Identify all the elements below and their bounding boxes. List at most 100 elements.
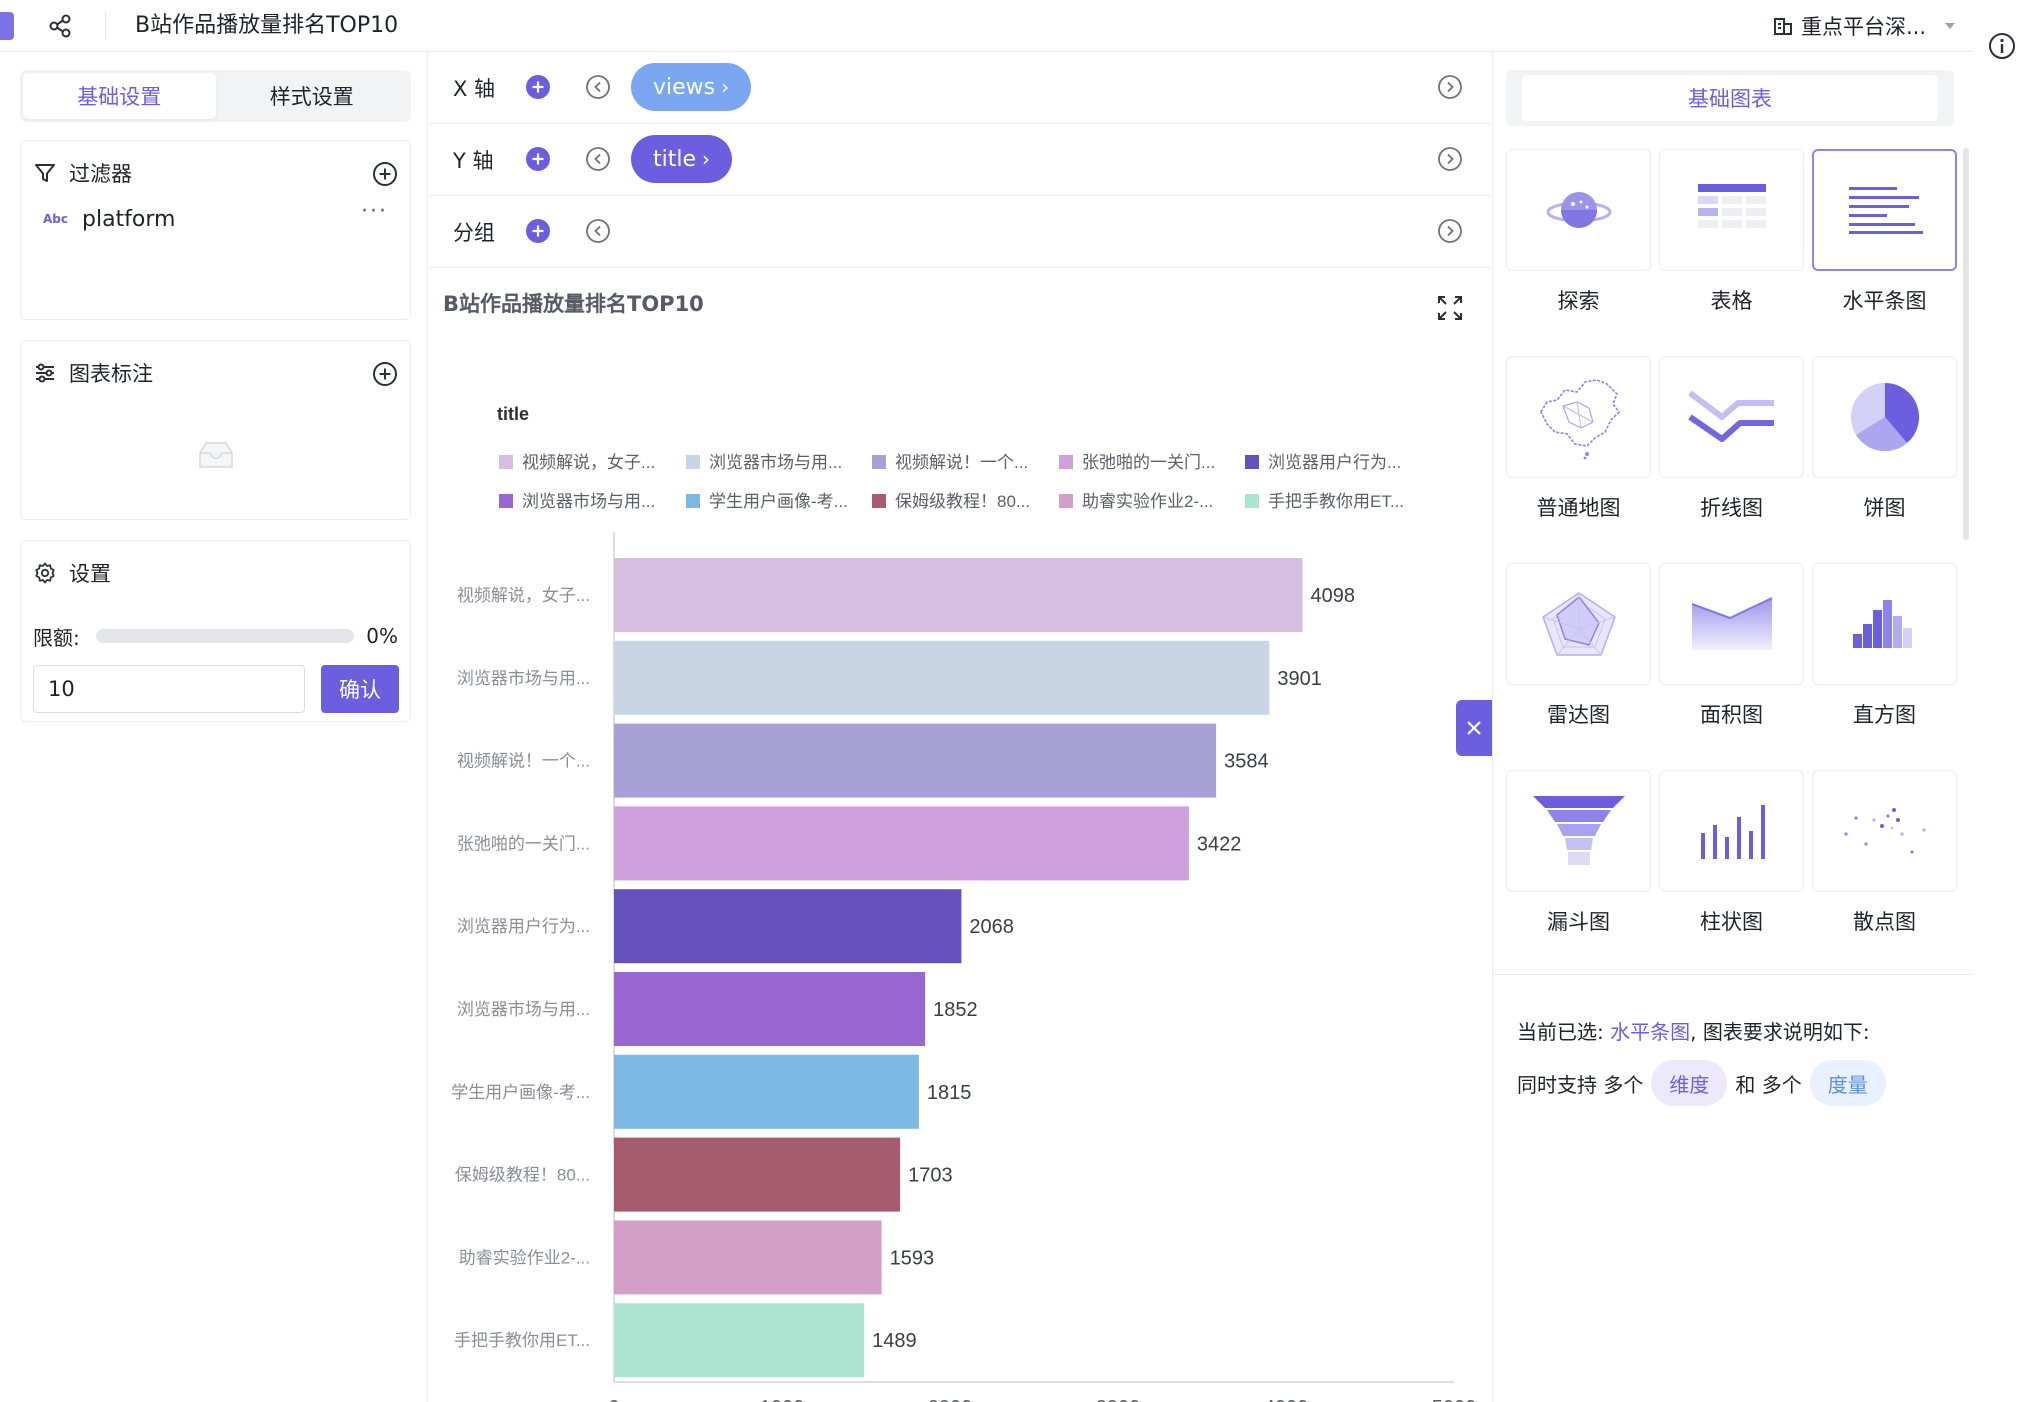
chart-type-label: 水平条图 [1842,289,1927,313]
chart-type-line[interactable]: 折线图 [1659,356,1804,556]
more-options-button[interactable]: ··· [361,199,388,224]
gear-icon [35,562,55,584]
chart-type-label: 探索 [1557,289,1600,313]
add-y-field-button[interactable] [525,146,551,172]
chart-type-map[interactable]: 普通地图 [1506,356,1651,556]
quantity-input[interactable] [34,677,316,701]
scroll-right-icon[interactable] [1437,74,1463,100]
legend-swatch [872,455,886,469]
dataset-select[interactable]: 重点平台深... [1773,11,1956,41]
add-filter-button[interactable] [372,161,398,187]
legend-title: title [497,404,529,424]
scroll-left-icon[interactable] [585,146,611,172]
chart-type-horizontal-bar[interactable]: 水平条图 [1812,149,1957,349]
top-bar: B站作品播放量排名TOP10 重点平台深... [0,0,1972,52]
horizontal-bar-chart: title 视频解说，女子... 浏览器市场与用... 视频解说！一个... 张弛啪的一… [451,404,1477,1402]
settings-tabs: 基础设置 样式设置 [20,70,411,122]
chart-type-column[interactable]: 柱状图 [1659,770,1804,970]
data-label: 4098 [1310,585,1355,607]
category-label: 学生用户画像-考... [451,1083,590,1102]
quantity-stepper[interactable] [33,665,316,713]
tab-basic-settings[interactable]: 基础设置 [23,73,216,119]
legend-item: 视频解说，女子... [522,453,655,472]
chart-type-funnel[interactable]: 漏斗图 [1506,770,1651,970]
scroll-right-icon[interactable] [1437,218,1463,244]
filter-item[interactable]: Abc platform ··· [43,199,388,235]
scrollbar[interactable] [1963,148,1969,540]
add-annotation-button[interactable] [372,361,398,387]
x-axis-label: X 轴 [453,77,496,101]
chart-type-pie[interactable]: 饼图 [1812,356,1957,556]
chart-support-text: 同时支持 多个 维度 和 多个 度量 [1517,1058,1894,1108]
y-axis-row: Y 轴 title › [429,124,1491,196]
chart-type-label: 柱状图 [1700,910,1763,934]
bar [614,558,1303,632]
chart-type-tabs: 基础图表 [1506,70,1954,126]
chart-type-tile [1812,356,1957,478]
divider [1493,974,1973,975]
chart-type-histogram[interactable]: 直方图 [1812,563,1957,763]
chart-title: B站作品播放量排名TOP10 [443,292,704,316]
x-axis-row: X 轴 views › [429,52,1491,124]
x-tick-label: 5000 [1432,1397,1477,1402]
chart-type-tile [1659,563,1804,685]
category-label: 视频解说！一个... [457,752,590,771]
legend-item: 保姆级教程！80... [895,492,1030,511]
data-label: 2068 [969,916,1014,938]
category-label: 浏览器市场与用... [457,669,590,688]
data-label: 1593 [890,1247,935,1269]
filter-field-name: platform [82,206,176,232]
annotation-card: 图表标注 [20,340,411,520]
legend-swatch [499,455,513,469]
support-prefix: 同时支持 多个 [1517,1072,1644,1097]
add-x-field-button[interactable] [525,74,551,100]
chart-type-scatter[interactable]: 散点图 [1812,770,1957,970]
add-group-field-button[interactable] [525,218,551,244]
data-label: 3901 [1277,668,1322,690]
chart-type-radar[interactable]: 雷达图 [1506,563,1651,763]
collapse-panel-button[interactable] [1456,700,1492,756]
x-field-pill[interactable]: views › [631,63,752,111]
annotation-title: 图表标注 [69,362,153,386]
chart-editor: X 轴 views › Y 轴 title [429,52,1491,1402]
annotation-header: 图表标注 [33,359,398,387]
horizontal-bar-icon [1848,187,1923,234]
filter-icon [35,164,55,182]
radar-chart-icon [1541,592,1616,656]
chart-type-tile [1659,770,1804,892]
chart-type-label: 饼图 [1863,496,1906,520]
chart-type-area[interactable]: 面积图 [1659,563,1804,763]
share-icon[interactable] [46,12,74,40]
tab-basic-charts[interactable]: 基础图表 [1522,75,1938,121]
limit-percent: 0% [366,624,398,648]
legend-item: 手把手教你用ET... [1268,492,1404,511]
data-label: 1489 [872,1330,917,1352]
group-label: 分组 [453,221,495,245]
y-field-pill[interactable]: title › [631,135,733,183]
chart-type-tile [1659,356,1804,478]
expand-icon[interactable] [1436,294,1464,322]
tab-style-settings[interactable]: 样式设置 [269,85,354,109]
string-type-tag: Abc [43,212,68,226]
limit-progress-bar [95,629,354,643]
x-field-name: views [653,74,716,100]
confirm-button[interactable]: 确认 [321,665,399,713]
y-axis-label: Y 轴 [453,149,494,173]
chart-type-tile [1506,770,1651,892]
chart-type-explore[interactable]: 探索 [1506,149,1651,349]
sliders-icon [36,363,54,383]
scroll-right-icon[interactable] [1437,146,1463,172]
chart-type-tile [1812,149,1957,271]
chart-type-table[interactable]: 表格 [1659,149,1804,349]
app-logo-icon[interactable] [0,12,14,40]
line-chart-icon [1687,390,1774,442]
scroll-left-icon[interactable] [585,218,611,244]
legend-swatch [1245,455,1259,469]
category-label: 浏览器用户行为... [457,917,590,936]
histogram-icon [1852,600,1912,648]
desc-suffix: , 图表要求说明如下: [1690,1020,1870,1044]
legend-swatch [1245,494,1259,508]
bar [614,1303,865,1378]
scroll-left-icon[interactable] [585,74,611,100]
info-icon[interactable] [1987,31,2017,61]
